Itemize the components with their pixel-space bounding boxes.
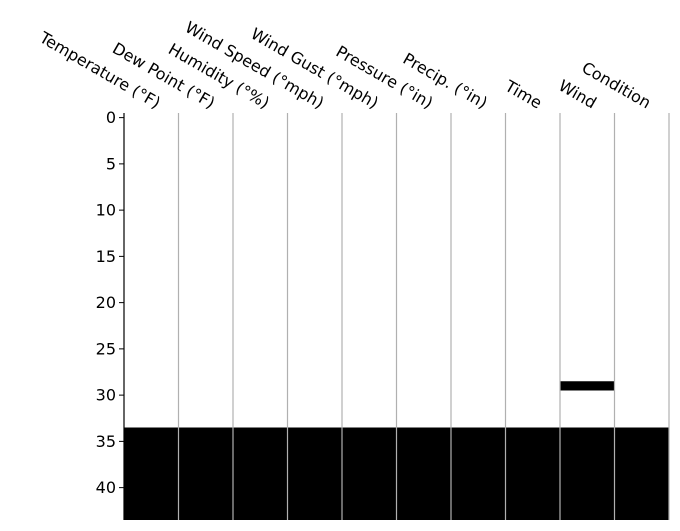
column-label: Time	[501, 76, 545, 113]
y-axis	[119, 113, 125, 520]
missing-block	[396, 427, 452, 520]
missing-block	[287, 427, 343, 520]
y-tick-label: 40	[96, 478, 116, 497]
y-tick-label: 20	[96, 293, 116, 312]
y-tick-label: 5	[106, 154, 116, 173]
y-tick-label: 10	[96, 201, 116, 220]
column-gridlines	[177, 113, 670, 520]
missing-block	[178, 427, 234, 520]
y-tick-labels: 0 5 10 15 20 25 30 35 40	[96, 108, 116, 497]
missing-block	[614, 427, 670, 520]
missing-block	[342, 427, 397, 520]
missing-block	[451, 427, 506, 520]
y-tick-label: 0	[106, 108, 116, 127]
y-tick-label: 35	[96, 432, 116, 451]
missing-block	[233, 427, 288, 520]
column-labels: Temperature (°F)Dew Point (°F)Humidity (…	[35, 18, 654, 113]
y-tick-label: 30	[96, 386, 116, 405]
missing-block	[560, 381, 615, 391]
missing-block	[560, 427, 615, 520]
y-tick-label: 25	[96, 339, 116, 358]
missing-block	[505, 427, 561, 520]
missing-block	[124, 427, 179, 520]
heatmap-cells	[124, 113, 670, 520]
y-tick-label: 15	[96, 247, 116, 266]
